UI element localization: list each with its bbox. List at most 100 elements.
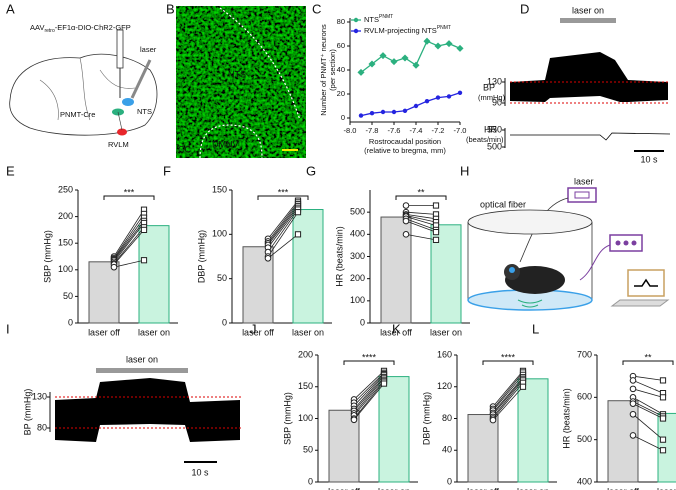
y-axis-label: SBP (mmHg) [42,230,52,283]
scale-label: 10 s [640,154,658,164]
pair-line [632,375,664,381]
pair-line [405,215,437,223]
vector-label: AAVretro-EF1α-DIO-ChR2-GFP [30,23,131,34]
pair-line [632,435,664,451]
pair-line [353,370,385,400]
y-tick-label: 400 [350,229,365,239]
hr-label: (beats/min) [466,135,504,144]
marker [412,61,420,69]
point [140,257,148,264]
significance: *** [278,187,289,197]
pair-line [405,211,437,215]
pair-line [353,373,385,407]
point [294,209,302,216]
y-tick-label: 0 [68,317,73,327]
x-tick-label: laser on [517,486,549,490]
pair-line [113,229,145,265]
point [350,416,358,424]
y-tick-label: 300 [350,251,365,261]
pair-line [353,375,385,410]
bar [138,225,170,324]
y-tick-label: 600 [577,392,592,402]
y-tick-label: 150 [212,184,227,194]
x-tick-label: laser off [380,327,412,337]
legend-entry: RVLM-projecting NTSPNMT [364,25,451,35]
marker [434,42,442,50]
significance: ** [644,352,652,362]
y-tick-label: 0 [308,476,313,486]
point [140,226,148,234]
pair-line [405,233,437,241]
x-tick-label: laser on [138,327,170,337]
pair-line [353,372,385,403]
x-tick-label: -7.8 [366,126,379,135]
bp-tick: 90 [492,97,502,107]
y-tick-label: 80 [442,413,452,423]
pair-line [113,226,145,264]
pair-line [492,380,524,418]
y-tick-label: 150 [58,238,73,248]
panel-label: J [250,321,257,336]
panel-label: E [6,163,15,178]
marker [456,44,464,52]
pair-line [632,413,664,440]
laser-label: laser [574,176,594,186]
marker [401,54,409,62]
vector-sub: retro [44,28,55,34]
x-axis-label: Rostrocaudal position [369,137,441,146]
panel-label: D [520,1,529,16]
pair-line [632,388,664,398]
laser-label: laser [140,45,157,54]
point [294,231,302,238]
y-tick-label: 100 [350,295,365,305]
x-tick-label: laser on [292,327,324,337]
point [380,380,388,387]
pair-line [113,259,145,268]
marker [369,111,375,116]
y-tick-label: 40 [337,65,345,74]
setup-schematic [467,187,670,311]
point [629,385,637,393]
mouse-label: PNMT-Cre [60,110,95,119]
significance: ** [417,187,425,197]
bp-tick: 130 [32,391,47,401]
y-tick-label: 60 [337,41,345,50]
bp-tick: 130 [487,76,502,86]
y-tick-label: 160 [437,349,452,359]
scale-label: 10 s [191,467,209,477]
point [402,202,410,209]
dmnv-label: DMNV [212,139,239,149]
y-tick-label: 20 [337,89,345,98]
legend-entry: NTSPNMT [364,14,393,24]
pair-line [492,372,524,410]
y-axis-label: (per section) [328,49,337,91]
pair-line [267,234,299,259]
bar [467,414,499,483]
significance-bracket [257,195,309,200]
bp-trace-i [49,368,242,463]
bar [292,209,324,324]
pair-line [405,220,437,233]
pair-line [267,202,299,242]
panel-label: H [460,163,469,178]
pair-line [492,370,524,407]
pair-line [267,205,299,246]
hr-tick: 550 [487,124,502,134]
x-axis-label: (relative to bregma, mm) [364,146,446,155]
x-tick-label: laser off [467,486,499,490]
x-tick-label: -7.2 [432,126,445,135]
bp-tick: 80 [37,422,47,432]
laser-label: laser on [572,5,604,15]
pair-line [353,381,385,419]
y-tick-label: 700 [577,349,592,359]
bp-trace-d [504,18,671,152]
significance-bracket [482,360,534,365]
pair-line [353,378,385,414]
significance-bracket [343,360,395,365]
y-tick-label: 0 [341,113,345,122]
x-tick-label: laser on [657,486,676,490]
legend-sup: PNMT [437,25,451,31]
pair-line [492,382,524,419]
marker [413,103,419,109]
marker [435,95,441,100]
